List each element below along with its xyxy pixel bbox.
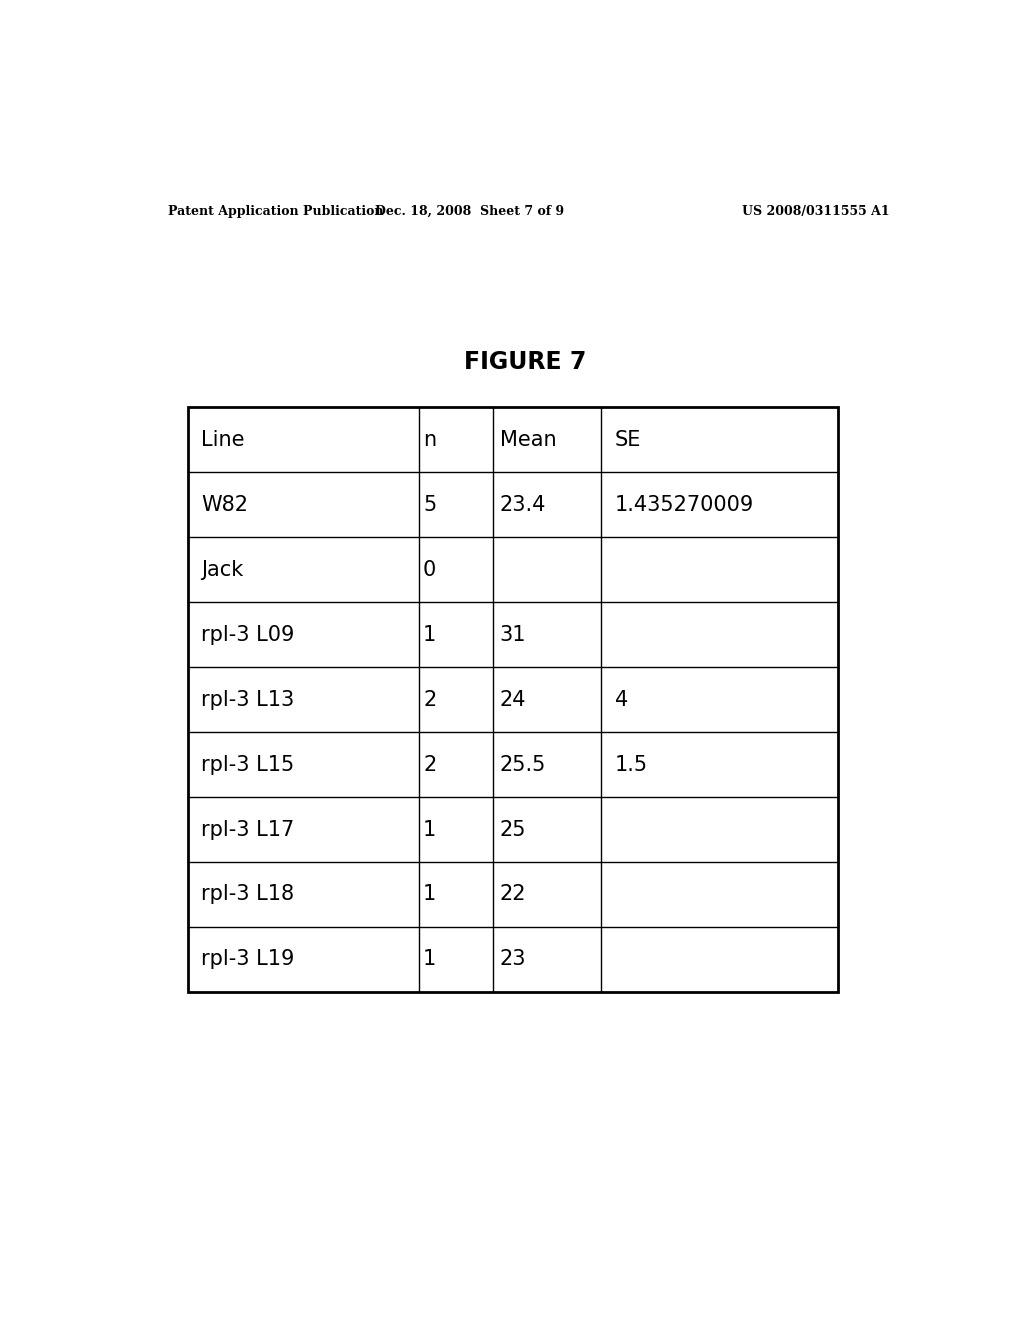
Text: Patent Application Publication: Patent Application Publication xyxy=(168,205,383,218)
Text: 23.4: 23.4 xyxy=(500,495,546,515)
Text: 1: 1 xyxy=(423,884,436,904)
Text: 2: 2 xyxy=(423,689,436,710)
Text: rpl-3 L18: rpl-3 L18 xyxy=(202,884,295,904)
Text: rpl-3 L19: rpl-3 L19 xyxy=(202,949,295,969)
Text: 1: 1 xyxy=(423,820,436,840)
Text: rpl-3 L13: rpl-3 L13 xyxy=(202,689,295,710)
Text: 23: 23 xyxy=(500,949,526,969)
Text: 25.5: 25.5 xyxy=(500,755,546,775)
Text: Line: Line xyxy=(202,430,245,450)
Text: 25: 25 xyxy=(500,820,526,840)
Text: 1.435270009: 1.435270009 xyxy=(615,495,755,515)
Text: 31: 31 xyxy=(500,624,526,644)
Text: rpl-3 L09: rpl-3 L09 xyxy=(202,624,295,644)
Text: FIGURE 7: FIGURE 7 xyxy=(464,350,586,374)
Text: n: n xyxy=(423,430,436,450)
Bar xyxy=(187,408,839,991)
Text: SE: SE xyxy=(615,430,641,450)
Text: 24: 24 xyxy=(500,689,526,710)
Text: Mean: Mean xyxy=(500,430,556,450)
Text: 2: 2 xyxy=(423,755,436,775)
Text: 1: 1 xyxy=(423,624,436,644)
Text: 1.5: 1.5 xyxy=(615,755,648,775)
Text: W82: W82 xyxy=(202,495,249,515)
Text: rpl-3 L15: rpl-3 L15 xyxy=(202,755,295,775)
Text: Dec. 18, 2008  Sheet 7 of 9: Dec. 18, 2008 Sheet 7 of 9 xyxy=(375,205,564,218)
Text: Jack: Jack xyxy=(202,560,244,579)
Text: rpl-3 L17: rpl-3 L17 xyxy=(202,820,295,840)
Text: 0: 0 xyxy=(423,560,436,579)
Text: 1: 1 xyxy=(423,949,436,969)
Text: 4: 4 xyxy=(615,689,629,710)
Text: 22: 22 xyxy=(500,884,526,904)
Text: US 2008/0311555 A1: US 2008/0311555 A1 xyxy=(742,205,890,218)
Text: 5: 5 xyxy=(423,495,436,515)
